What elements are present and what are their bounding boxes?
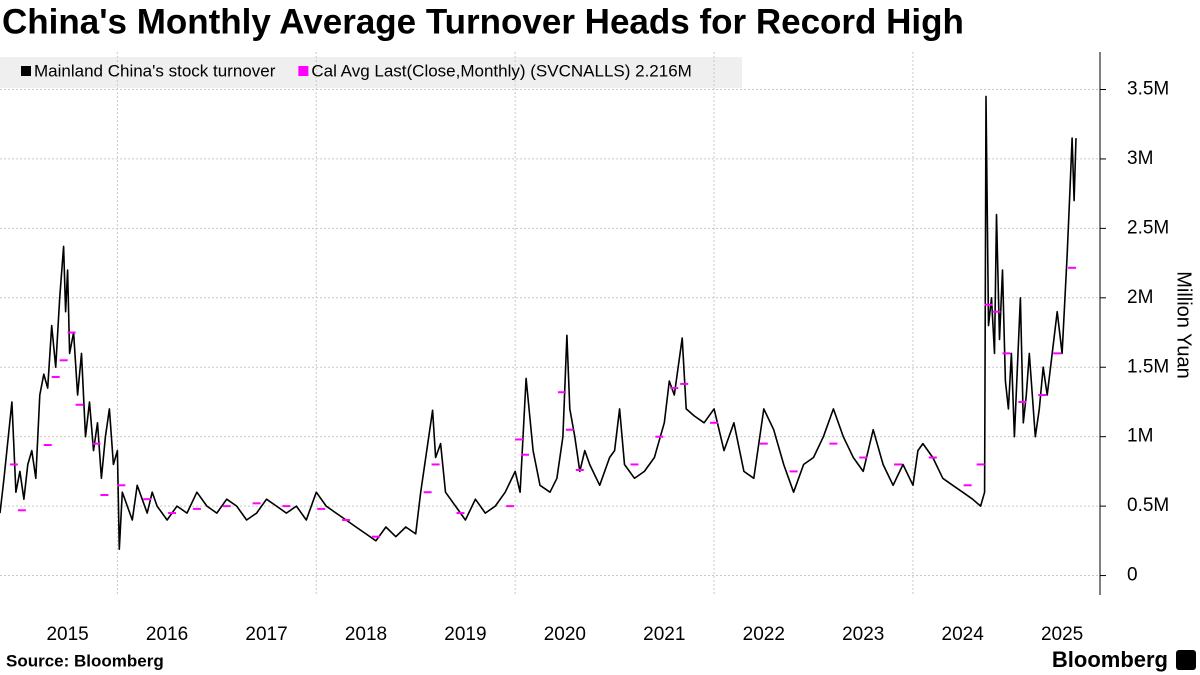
legend-label: Cal Avg Last(Close,Monthly) (SVCNALLS) 2… <box>311 61 691 80</box>
x-tick-label: 2022 <box>743 624 785 645</box>
y-tick-label: 3M <box>1127 148 1153 169</box>
y-tick-label: 2M <box>1127 287 1153 308</box>
x-tick-label: 2015 <box>46 624 88 645</box>
y-axis-label: Million Yuan <box>1173 271 1195 378</box>
y-tick-label: 2.5M <box>1127 217 1169 238</box>
x-tick-label: 2025 <box>1041 624 1083 645</box>
legend-swatch <box>21 66 31 76</box>
brand-icon <box>1176 650 1196 670</box>
x-tick-label: 2019 <box>444 624 486 645</box>
x-tick-label: 2016 <box>146 624 188 645</box>
x-tick-label: 2017 <box>245 624 287 645</box>
legend-label: Mainland China's stock turnover <box>34 61 276 80</box>
x-tick-label: 2024 <box>942 624 985 645</box>
y-tick-label: 3.5M <box>1127 79 1169 100</box>
y-tick-label: 0 <box>1127 565 1138 586</box>
x-tick-label: 2021 <box>643 624 685 645</box>
x-tick-label: 2020 <box>544 624 586 645</box>
y-tick-label: 0.5M <box>1127 495 1169 516</box>
y-tick-label: 1.5M <box>1127 356 1169 377</box>
legend-swatch <box>298 66 309 76</box>
y-tick-label: 1M <box>1127 426 1153 447</box>
turnover-line <box>0 95 1077 550</box>
chart-title: China's Monthly Average Turnover Heads f… <box>2 2 964 41</box>
source: Source: Bloomberg <box>6 651 164 670</box>
x-tick-label: 2018 <box>345 624 387 645</box>
legend-background <box>0 57 742 88</box>
brand: Bloomberg <box>1052 647 1168 672</box>
x-tick-label: 2023 <box>842 624 884 645</box>
